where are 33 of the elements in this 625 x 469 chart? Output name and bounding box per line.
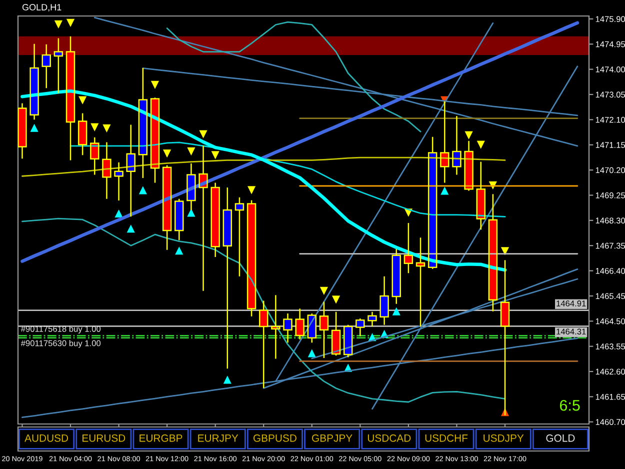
y-tick-label: 1474.00 — [596, 66, 625, 72]
y-tick-label: 1472.10 — [596, 116, 625, 123]
y-tick-label: 1475.90 — [596, 16, 625, 22]
text: USDCAD — [368, 434, 411, 442]
ref-line-label: 1464.31 — [556, 328, 586, 335]
chart-title: GOLD,H1 — [22, 4, 62, 12]
y-tick-label: 1466.40 — [596, 268, 625, 274]
ref-line-label: #901175618 buy 1.00 — [20, 326, 101, 334]
text: USDCHF — [425, 434, 468, 442]
y-tick-label: 1467.35 — [596, 242, 625, 249]
y-tick-label: 1460.70 — [596, 419, 625, 425]
y-tick-label: 1471.15 — [596, 142, 625, 148]
y-tick-label: 1468.30 — [596, 218, 625, 224]
y-tick-label: 1470.20 — [596, 167, 625, 174]
text: GBPJPY — [312, 434, 352, 442]
text: EURGBP — [140, 434, 182, 442]
y-tick-label: 1465.45 — [596, 293, 625, 300]
text: GBPUSD — [253, 434, 296, 442]
text: USDJPY — [484, 434, 524, 442]
text: EURJPY — [198, 434, 238, 442]
y-tick-label: 1473.05 — [596, 92, 625, 98]
y-tick-label: 1469.25 — [596, 192, 625, 198]
y-tick-label: 1463.55 — [596, 344, 625, 350]
text: GOLD — [546, 434, 575, 442]
y-tick-label: 1461.65 — [596, 394, 625, 400]
text: EURUSD — [82, 434, 126, 442]
ref-line-label: #901175630 buy 1.00 — [20, 340, 101, 348]
annotation: 6:5 — [560, 400, 580, 411]
text: AUDUSD — [24, 434, 68, 442]
ref-line-label: 1464.91 — [556, 300, 586, 306]
y-tick-label: 1474.95 — [596, 41, 625, 48]
y-tick-label: 1462.60 — [596, 368, 625, 375]
y-tick-label: 1464.50 — [596, 318, 625, 324]
